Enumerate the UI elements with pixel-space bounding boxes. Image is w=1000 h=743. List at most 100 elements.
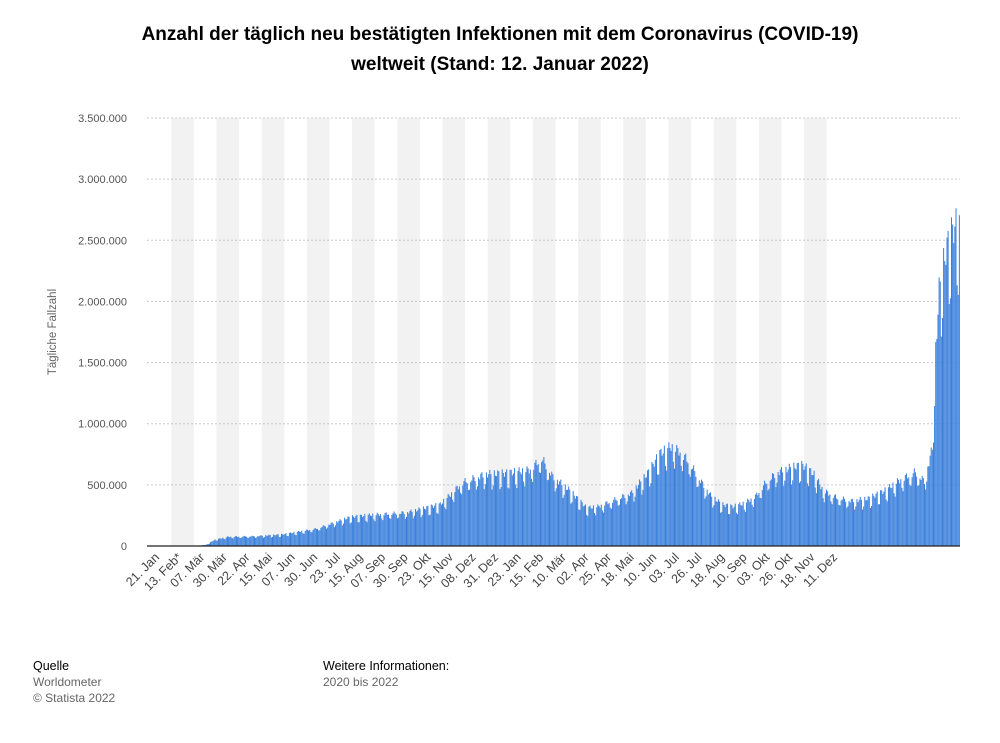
- bar: [433, 507, 435, 546]
- bar: [806, 483, 808, 546]
- bar: [792, 480, 794, 546]
- bar: [240, 538, 242, 546]
- bar: [767, 490, 769, 546]
- bar: [216, 540, 218, 546]
- band-5: [261, 118, 285, 546]
- source-name[interactable]: Worldometer: [33, 675, 102, 689]
- bar: [880, 490, 882, 546]
- bar: [752, 506, 754, 546]
- bar: [438, 503, 440, 546]
- bar: [844, 498, 846, 546]
- bar: [220, 538, 222, 546]
- bar: [761, 490, 763, 546]
- bar: [346, 519, 348, 546]
- bar: [430, 504, 432, 546]
- bar: [332, 523, 334, 546]
- bar: [465, 482, 467, 546]
- bar: [908, 477, 910, 546]
- bar: [586, 514, 588, 546]
- bar: [392, 513, 394, 546]
- bar: [721, 511, 723, 546]
- bar: [756, 492, 758, 546]
- bar: [442, 503, 444, 546]
- bar: [707, 494, 709, 546]
- bar: [939, 281, 941, 546]
- bar: [496, 476, 498, 546]
- bar: [836, 498, 838, 546]
- bar: [893, 493, 895, 546]
- bar: [378, 515, 380, 546]
- bar: [598, 505, 600, 546]
- bar: [648, 469, 650, 546]
- bar: [818, 478, 820, 546]
- bar: [585, 504, 587, 546]
- bar: [794, 468, 796, 546]
- bar: [389, 518, 391, 546]
- bar: [349, 523, 351, 546]
- band-25: [713, 118, 737, 546]
- bar: [415, 508, 417, 546]
- bar: [846, 507, 848, 546]
- bar: [502, 473, 504, 546]
- bar: [739, 502, 741, 546]
- bar: [733, 506, 735, 546]
- bar: [483, 489, 485, 546]
- bar: [291, 533, 293, 546]
- bar: [449, 496, 451, 546]
- bar: [242, 536, 244, 546]
- bar: [814, 487, 816, 546]
- bar: [571, 502, 573, 546]
- bar: [420, 517, 422, 546]
- bar: [471, 480, 473, 546]
- bar: [577, 496, 579, 546]
- bar: [339, 519, 341, 546]
- bar: [829, 494, 831, 546]
- bar: [497, 470, 499, 546]
- bar: [374, 521, 376, 546]
- bar: [875, 493, 877, 546]
- info-block: Weitere Informationen: 2020 bis 2022: [323, 658, 449, 690]
- bar: [720, 512, 722, 546]
- bar: [622, 493, 624, 546]
- bar: [559, 481, 561, 546]
- bar: [731, 505, 733, 546]
- bar: [597, 504, 599, 546]
- bar: [688, 474, 690, 546]
- bar: [776, 482, 778, 546]
- bar: [211, 541, 213, 546]
- bar: [726, 503, 728, 546]
- bar: [396, 518, 398, 546]
- bar: [541, 462, 543, 546]
- bar: [883, 491, 885, 546]
- bar: [912, 473, 914, 546]
- bar: [451, 492, 453, 546]
- bar: [273, 534, 275, 546]
- bar: [246, 536, 248, 546]
- bar: [643, 473, 645, 546]
- bar: [918, 485, 920, 546]
- bar: [934, 406, 936, 546]
- bar: [811, 474, 813, 546]
- bar: [243, 535, 245, 546]
- bar: [661, 455, 663, 546]
- bar: [555, 488, 557, 546]
- bar: [479, 479, 481, 546]
- bar: [662, 453, 664, 546]
- bar: [766, 484, 768, 546]
- bar: [238, 536, 240, 546]
- y-tick-label: 2.500.000: [78, 235, 127, 247]
- bar: [224, 539, 226, 546]
- bar: [660, 448, 662, 546]
- bar: [821, 486, 823, 546]
- bar: [538, 472, 540, 546]
- bar: [900, 479, 902, 546]
- bar: [383, 515, 385, 546]
- bar: [778, 475, 780, 546]
- bar: [288, 532, 290, 546]
- bar: [521, 468, 523, 546]
- bar: [454, 492, 456, 546]
- bar: [226, 536, 228, 546]
- chart-subtitle: weltweit (Stand: 12. Januar 2022): [351, 54, 649, 75]
- bar: [591, 508, 593, 546]
- bar: [564, 484, 566, 546]
